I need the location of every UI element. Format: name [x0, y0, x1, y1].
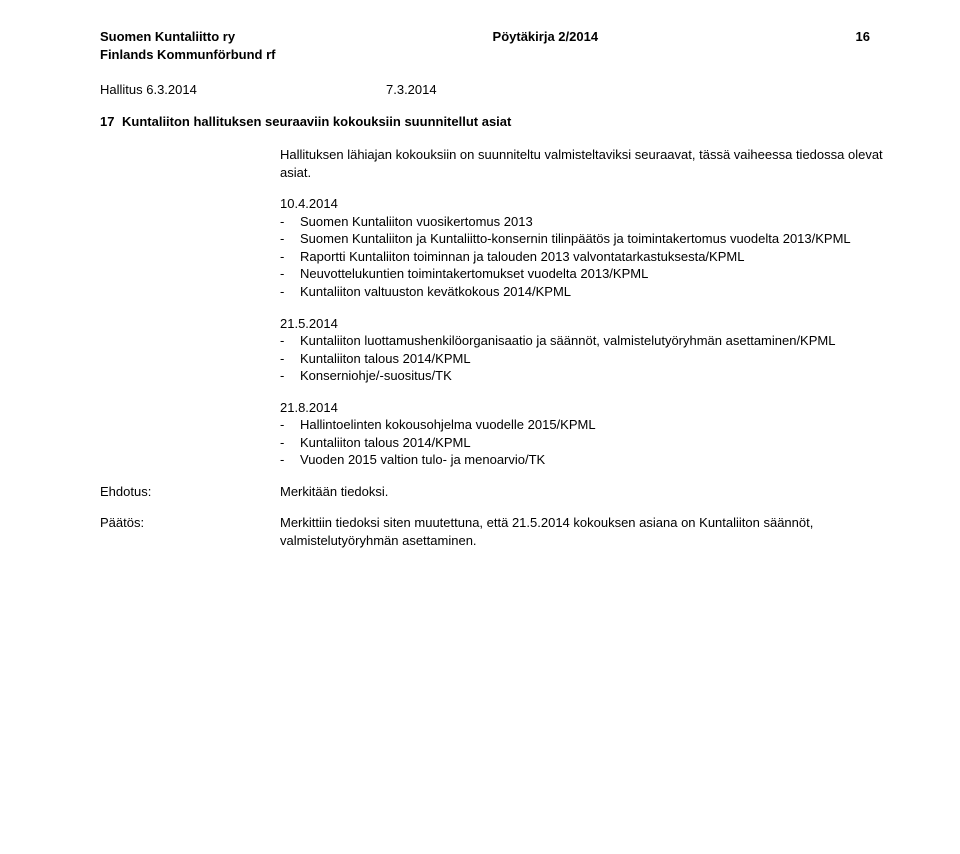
group-1-date: 10.4.2014: [280, 195, 890, 213]
list-item-text: Suomen Kuntaliiton vuosikertomus 2013: [300, 213, 890, 231]
page: Suomen Kuntaliitto ry Pöytäkirja 2/2014 …: [0, 0, 960, 550]
session-date: 7.3.2014: [386, 81, 437, 99]
agenda-item-number: 17: [100, 113, 122, 131]
list-item: -Kuntaliiton talous 2014/KPML: [280, 434, 890, 452]
list-item: -Kuntaliiton luottamushenkilöorganisaati…: [280, 332, 890, 350]
list-item: -Hallintoelinten kokousohjelma vuodelle …: [280, 416, 890, 434]
header-row: Suomen Kuntaliitto ry Pöytäkirja 2/2014 …: [100, 28, 890, 46]
proposal-text: Merkitään tiedoksi.: [280, 483, 890, 501]
list-item-text: Kuntaliiton luottamushenkilöorganisaatio…: [300, 332, 890, 350]
intro-paragraph: Hallituksen lähiajan kokouksiin on suunn…: [280, 146, 890, 181]
org-name-sv: Finlands Kommunförbund rf: [100, 46, 890, 64]
list-item: -Vuoden 2015 valtion tulo- ja menoarvio/…: [280, 451, 890, 469]
group-2-date: 21.5.2014: [280, 315, 890, 333]
decision-text: Merkittiin tiedoksi siten muutettuna, et…: [280, 514, 890, 549]
list-item-text: Kuntaliiton talous 2014/KPML: [300, 434, 890, 452]
list-item-text: Suomen Kuntaliiton ja Kuntaliitto-konser…: [300, 230, 890, 248]
decision-label: Päätös:: [100, 514, 280, 549]
group-3: 21.8.2014 -Hallintoelinten kokousohjelma…: [280, 399, 890, 469]
list-item: -Kuntaliiton valtuuston kevätkokous 2014…: [280, 283, 890, 301]
doc-reference: Pöytäkirja 2/2014: [493, 28, 599, 46]
list-item-text: Vuoden 2015 valtion tulo- ja menoarvio/T…: [300, 451, 890, 469]
body-block: Hallituksen lähiajan kokouksiin on suunn…: [280, 146, 890, 469]
session-body: Hallitus 6.3.2014: [100, 81, 386, 99]
list-item: -Konserniohje/-suositus/TK: [280, 367, 890, 385]
decision-row: Päätös: Merkittiin tiedoksi siten muutet…: [100, 514, 890, 549]
agenda-item-row: 17 Kuntaliiton hallituksen seuraaviin ko…: [100, 113, 890, 131]
list-item-text: Kuntaliiton talous 2014/KPML: [300, 350, 890, 368]
page-number: 16: [856, 28, 890, 46]
group-1: 10.4.2014 -Suomen Kuntaliiton vuosikerto…: [280, 195, 890, 300]
list-item: -Suomen Kuntaliiton ja Kuntaliitto-konse…: [280, 230, 890, 248]
list-item-text: Kuntaliiton valtuuston kevätkokous 2014/…: [300, 283, 890, 301]
list-item: -Suomen Kuntaliiton vuosikertomus 2013: [280, 213, 890, 231]
org-name-fi: Suomen Kuntaliitto ry: [100, 28, 235, 46]
list-item-text: Hallintoelinten kokousohjelma vuodelle 2…: [300, 416, 890, 434]
agenda-item-title: Kuntaliiton hallituksen seuraaviin kokou…: [122, 113, 511, 131]
list-item-text: Konserniohje/-suositus/TK: [300, 367, 890, 385]
proposal-label: Ehdotus:: [100, 483, 280, 501]
list-item-text: Neuvottelukuntien toimintakertomukset vu…: [300, 265, 890, 283]
list-item: -Raportti Kuntaliiton toiminnan ja talou…: [280, 248, 890, 266]
group-3-date: 21.8.2014: [280, 399, 890, 417]
proposal-row: Ehdotus: Merkitään tiedoksi.: [100, 483, 890, 501]
list-item: -Neuvottelukuntien toimintakertomukset v…: [280, 265, 890, 283]
list-item-text: Raportti Kuntaliiton toiminnan ja taloud…: [300, 248, 890, 266]
group-2: 21.5.2014 -Kuntaliiton luottamushenkilöo…: [280, 315, 890, 385]
list-item: -Kuntaliiton talous 2014/KPML: [280, 350, 890, 368]
session-row: Hallitus 6.3.2014 7.3.2014: [100, 81, 890, 99]
